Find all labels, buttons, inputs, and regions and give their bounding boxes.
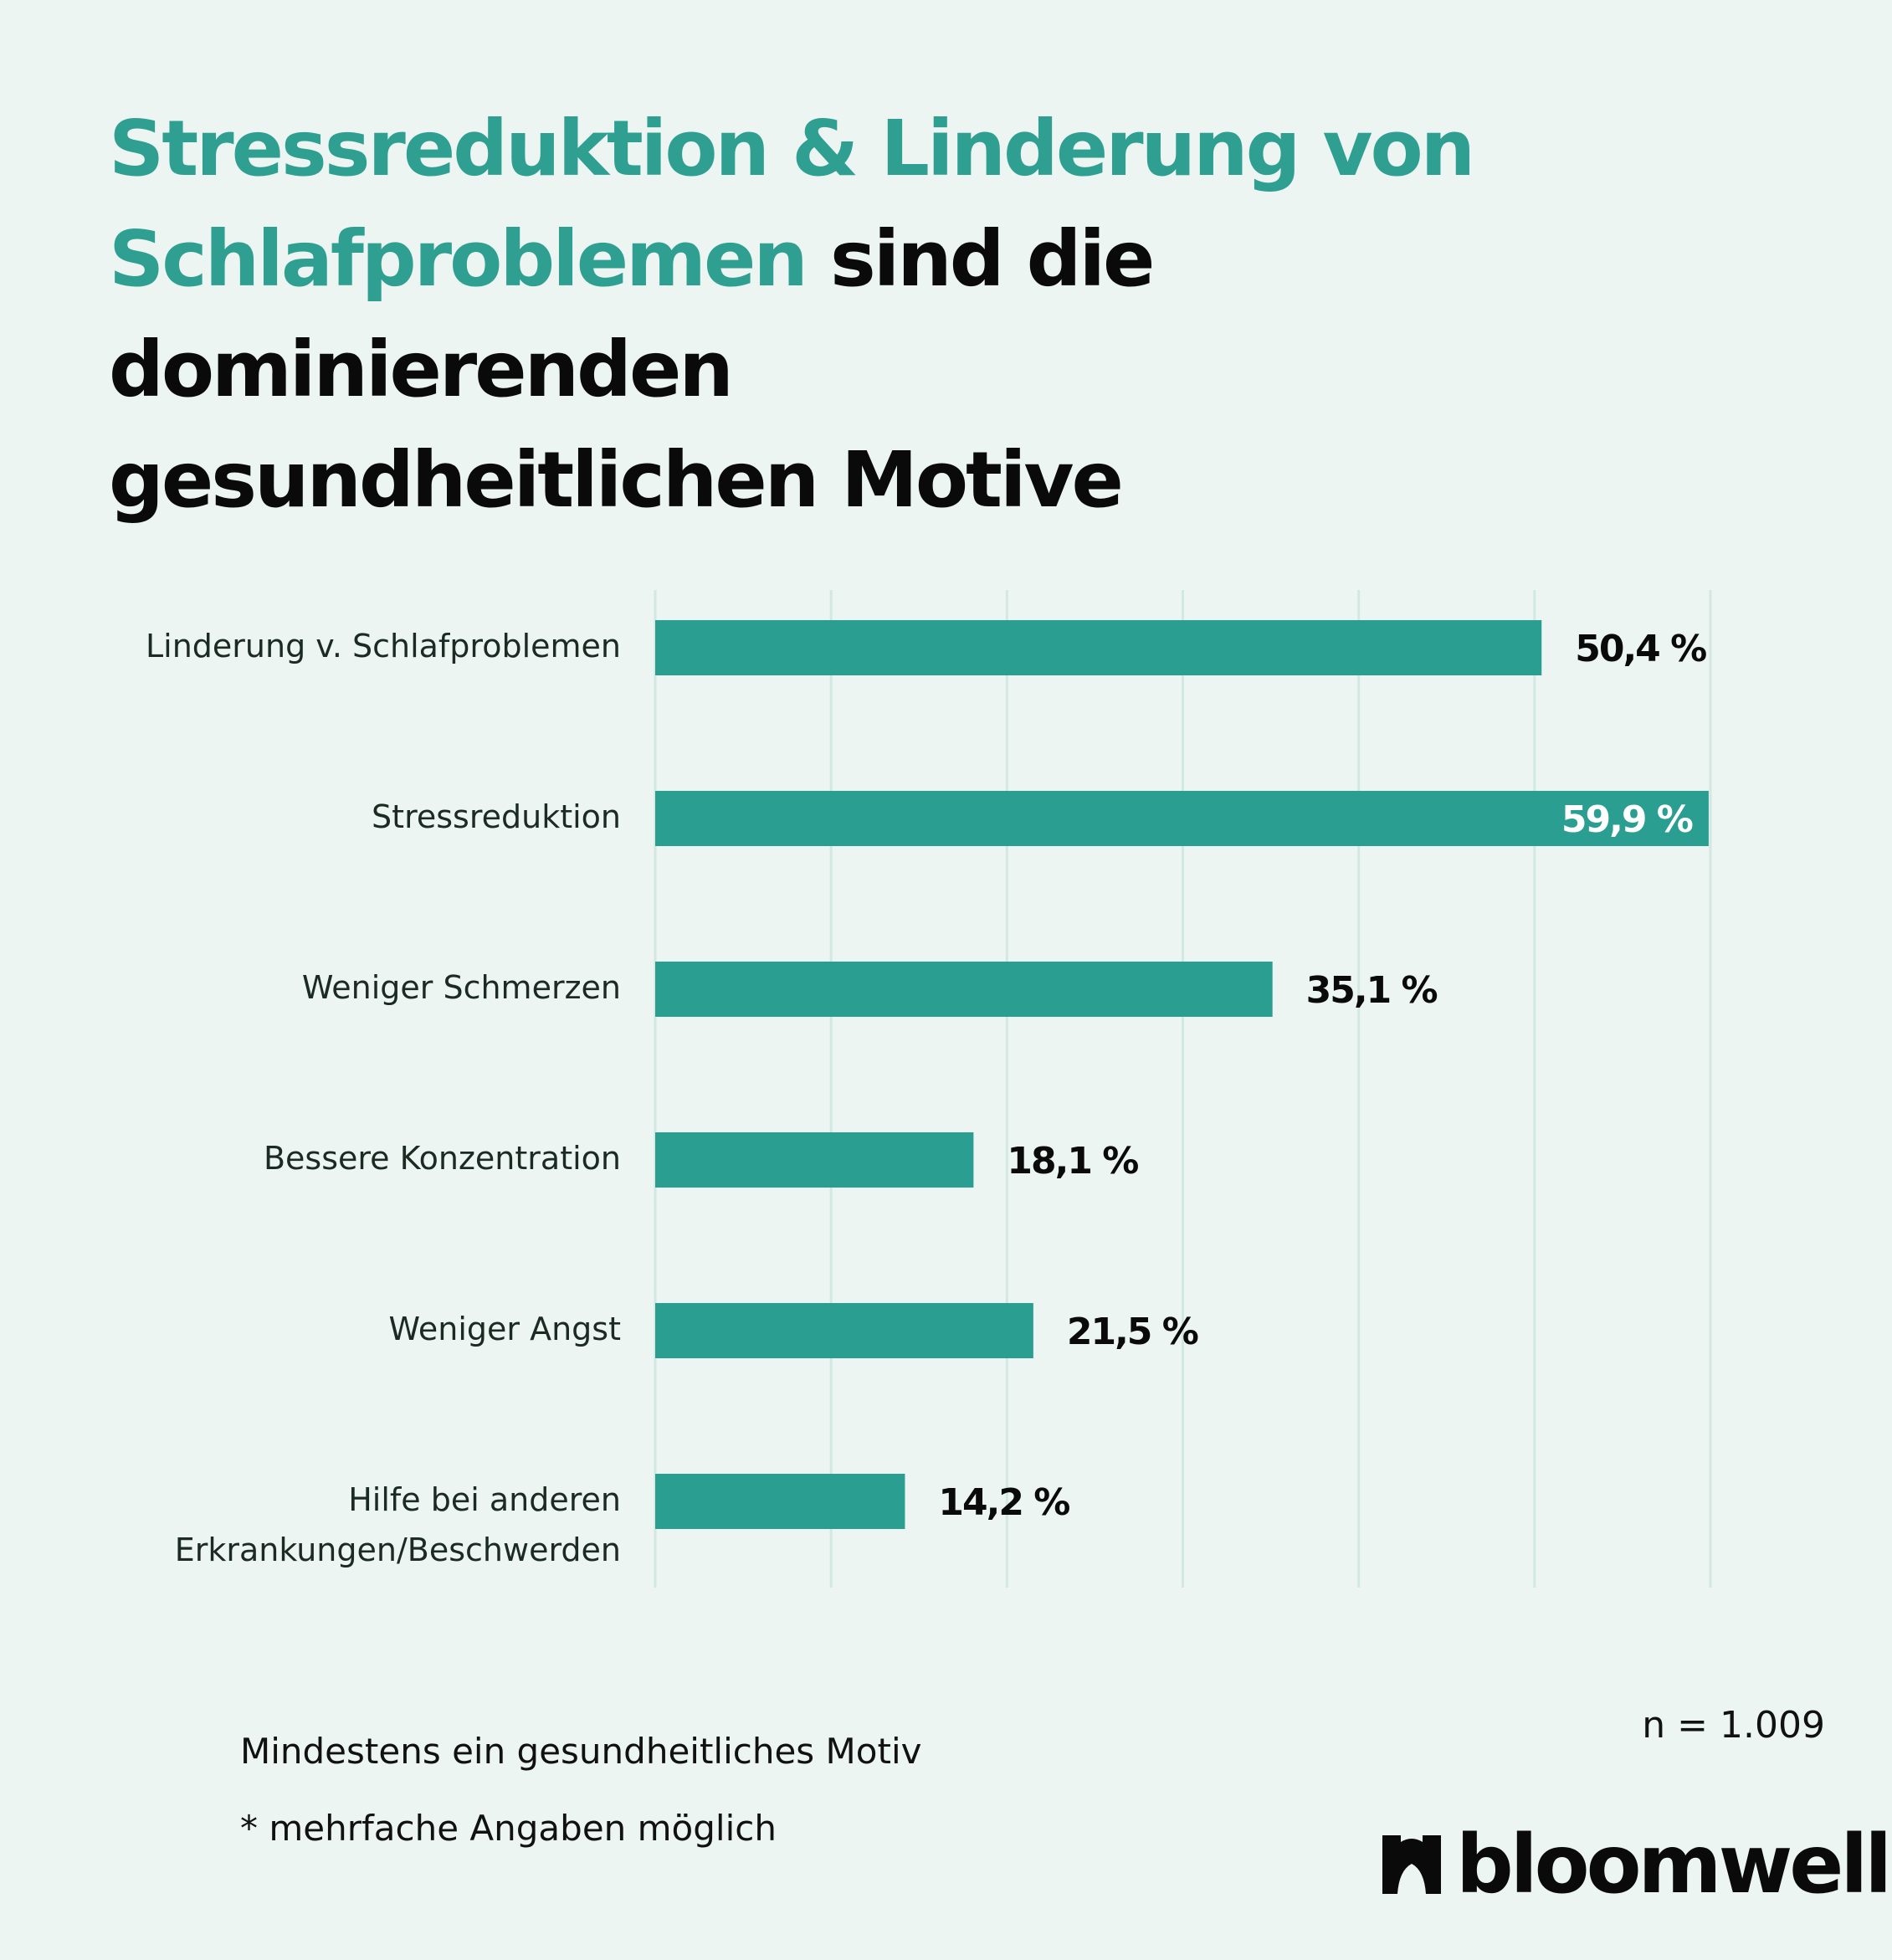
category-label: Bessere Konzentration xyxy=(264,1140,621,1177)
category-label: Weniger Angst xyxy=(389,1311,621,1347)
bloomwell-logo: bloomwell xyxy=(1382,1818,1892,1911)
footnote-multiple-answers: * mehrfache Angaben möglich xyxy=(240,1808,777,1849)
bar xyxy=(655,962,1273,1017)
bar xyxy=(655,1303,1033,1358)
value-labels: 50,4 % 59,9 % 35,1 % 18,1 % 21,5 % 14,2 % xyxy=(938,628,1708,1524)
bar xyxy=(655,791,1709,846)
bar xyxy=(655,620,1542,675)
chart-gridlines xyxy=(654,590,1712,1588)
value-label: 18,1 % xyxy=(1007,1140,1138,1183)
chart-title: Stressreduktion & Linderung von Schlafpr… xyxy=(109,94,1782,536)
category-labels: Linderung v. Schlafproblemen Stressredukt… xyxy=(146,628,621,1568)
title-rest-line2: sind die dominierenden xyxy=(109,214,1155,414)
title-accent-line1: Stressreduktion & Linderung von xyxy=(109,104,1475,193)
bar-chart: Linderung v. Schlafproblemen Stressredukt… xyxy=(146,590,1712,1588)
category-label: Weniger Schmerzen xyxy=(302,969,621,1006)
value-label: 59,9 % xyxy=(1561,798,1693,841)
bloomwell-leaf-icon xyxy=(1382,1835,1441,1894)
value-label: 50,4 % xyxy=(1575,628,1706,670)
footnote-motive: Mindestens ein gesundheitliches Motiv xyxy=(240,1731,922,1772)
value-label: 35,1 % xyxy=(1306,969,1438,1012)
sample-size: n = 1.009 xyxy=(1642,1704,1825,1747)
value-label: 14,2 % xyxy=(938,1481,1069,1524)
value-label: 21,5 % xyxy=(1067,1311,1198,1353)
title-accent-line2: Schlafproblemen xyxy=(109,214,808,304)
category-label: Hilfe bei anderen Erkrankungen/Beschwerde… xyxy=(175,1481,621,1568)
category-label: Linderung v. Schlafproblemen xyxy=(146,628,621,664)
title-line3: gesundheitlichen Motive xyxy=(109,435,1124,525)
bar xyxy=(655,1132,974,1188)
logo-text: bloomwell xyxy=(1456,1818,1892,1911)
bar xyxy=(655,1474,905,1529)
chart-bars xyxy=(655,620,1709,1529)
category-label: Stressreduktion xyxy=(372,798,621,835)
